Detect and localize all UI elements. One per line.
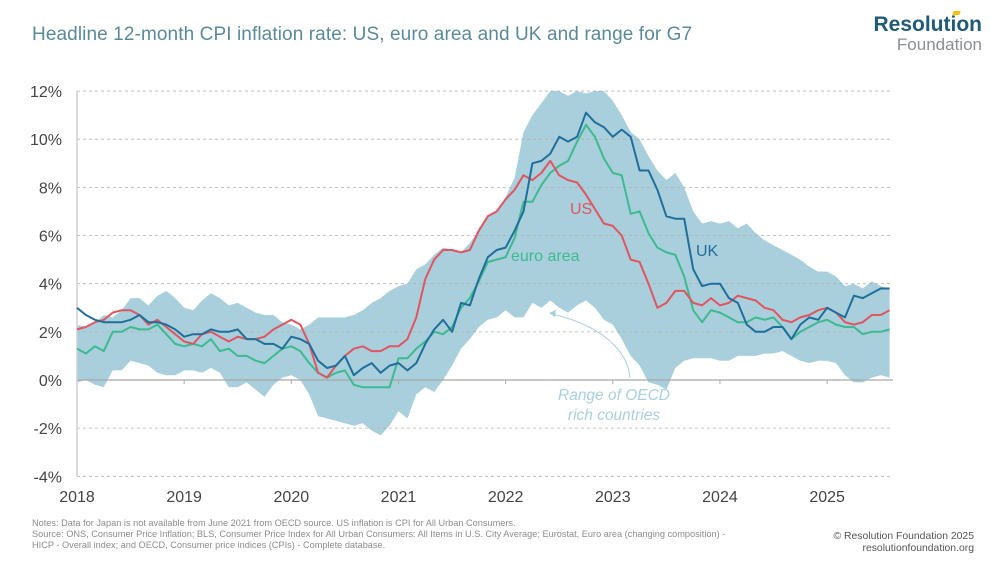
logo-line-1: Resolution [873, 11, 982, 36]
copyright-text: © Resolution Foundation 2025 [833, 531, 974, 542]
y-tick-label: 10% [30, 132, 62, 149]
uk-line [76, 111, 890, 377]
resolution-foundation-logo: Resolution Foundation [873, 11, 982, 54]
y-tick-label: 6% [39, 229, 62, 246]
notes-line: Notes: Data for Japan is not available f… [32, 518, 516, 528]
x-tick-label: 2019 [166, 489, 202, 506]
y-tick-label: 4% [39, 277, 62, 294]
y-tick-label: 0% [39, 373, 62, 390]
us-series-label: US [570, 201, 592, 218]
y-tick-label: 12% [30, 84, 62, 101]
copyright-block: © Resolution Foundation 2025 resolutionf… [833, 531, 974, 555]
source-line: Source: ONS, Consumer Price Inflation; B… [32, 529, 726, 539]
series-labels: US euro area UK Range of OECD rich count… [511, 201, 719, 424]
website-link[interactable]: resolutionfoundation.org [862, 543, 975, 554]
x-tick-label: 2024 [702, 489, 738, 506]
uk-series-label: UK [696, 243, 719, 260]
y-tick-label: 8% [39, 180, 62, 197]
y-tick-label: -4% [34, 469, 62, 486]
chart-title: Headline 12-month CPI inflation rate: US… [32, 24, 693, 45]
logo-line-2: Foundation [896, 35, 982, 54]
range-band-area [77, 91, 890, 436]
y-tick-label: -2% [34, 421, 62, 438]
euro-area-series-label: euro area [511, 248, 580, 265]
range-label-line-2: rich countries [568, 407, 660, 424]
y-tick-label: 2% [39, 325, 62, 342]
series-lines [76, 111, 891, 389]
x-tick-label: 2025 [809, 489, 845, 506]
range-band-layer [77, 91, 890, 436]
x-tick-label: 2021 [381, 489, 417, 506]
range-label-line-1: Range of OECD [558, 387, 670, 404]
chart-notes: Notes: Data for Japan is not available f… [32, 518, 822, 551]
x-tick-label: 2022 [488, 489, 524, 506]
range-annotation-arrowhead [549, 310, 556, 317]
x-axis-ticks: 2018 2019 2020 2021 2022 2023 2024 2025 [59, 380, 845, 506]
range-annotation-arrow [551, 313, 631, 379]
source-line-continued: HICP - Overall index; and OECD, Consumer… [32, 540, 386, 550]
x-tick-label: 2018 [59, 489, 95, 506]
x-tick-label: 2020 [274, 489, 310, 506]
y-axis-ticks: 12% 10% 8% 6% 4% 2% 0% -2% -4% [30, 84, 62, 486]
x-tick-label: 2023 [595, 489, 631, 506]
us-line [76, 159, 891, 379]
euro-area-line [76, 123, 890, 389]
